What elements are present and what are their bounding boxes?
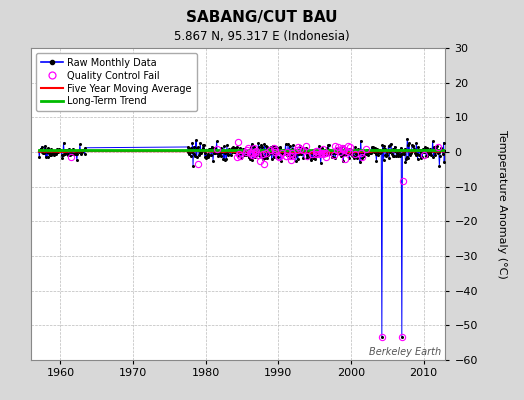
Text: SABANG/CUT BAU: SABANG/CUT BAU [186, 10, 338, 25]
Legend: Raw Monthly Data, Quality Control Fail, Five Year Moving Average, Long-Term Tren: Raw Monthly Data, Quality Control Fail, … [36, 53, 197, 111]
Text: 5.867 N, 95.317 E (Indonesia): 5.867 N, 95.317 E (Indonesia) [174, 30, 350, 43]
Text: Berkeley Earth: Berkeley Earth [369, 347, 441, 357]
Y-axis label: Temperature Anomaly (°C): Temperature Anomaly (°C) [497, 130, 507, 278]
